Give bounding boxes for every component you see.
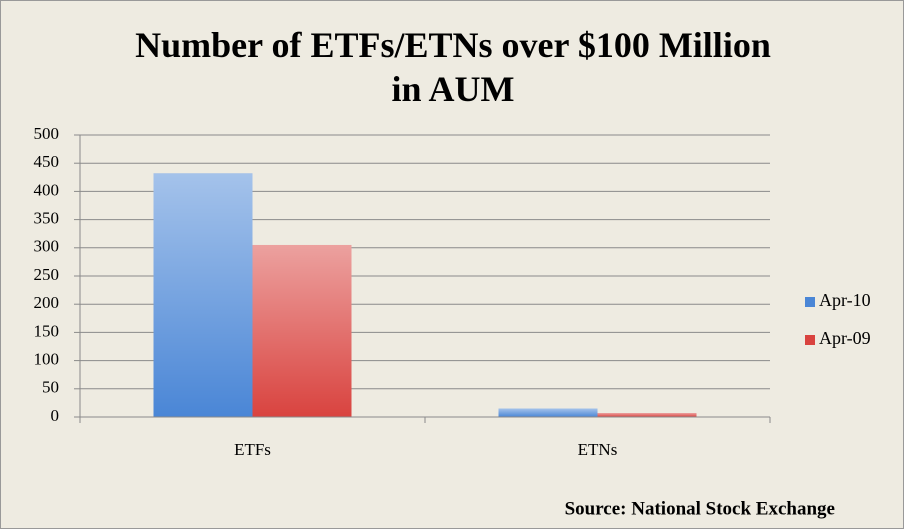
y-tick-label: 450 (34, 152, 60, 171)
x-tick-label: ETFs (234, 440, 271, 459)
y-tick-label: 200 (34, 293, 60, 312)
legend-label: Apr-09 (819, 328, 871, 348)
bar-shine (597, 413, 697, 417)
y-tick-label: 400 (34, 180, 60, 199)
y-tick-label: 250 (34, 265, 60, 284)
y-tick-label: 300 (34, 237, 60, 256)
chart-title: Number of ETFs/ETNs over $100 Million in… (135, 25, 771, 109)
legend-swatch (805, 335, 815, 345)
bar-shine (153, 173, 253, 417)
legend-label: Apr-10 (819, 290, 871, 310)
legend-swatch (805, 297, 815, 307)
bar-shine (252, 244, 352, 417)
y-tick-label: 500 (34, 124, 60, 143)
x-tick-label: ETNs (578, 440, 618, 459)
y-tick-label: 50 (42, 378, 59, 397)
y-tick-label: 150 (34, 321, 60, 340)
y-tick-label: 350 (34, 209, 60, 228)
y-tick-label: 100 (34, 350, 60, 369)
y-tick-label: 0 (51, 406, 60, 425)
source-note: Source: National Stock Exchange (565, 498, 835, 519)
bar-shine (498, 408, 598, 417)
